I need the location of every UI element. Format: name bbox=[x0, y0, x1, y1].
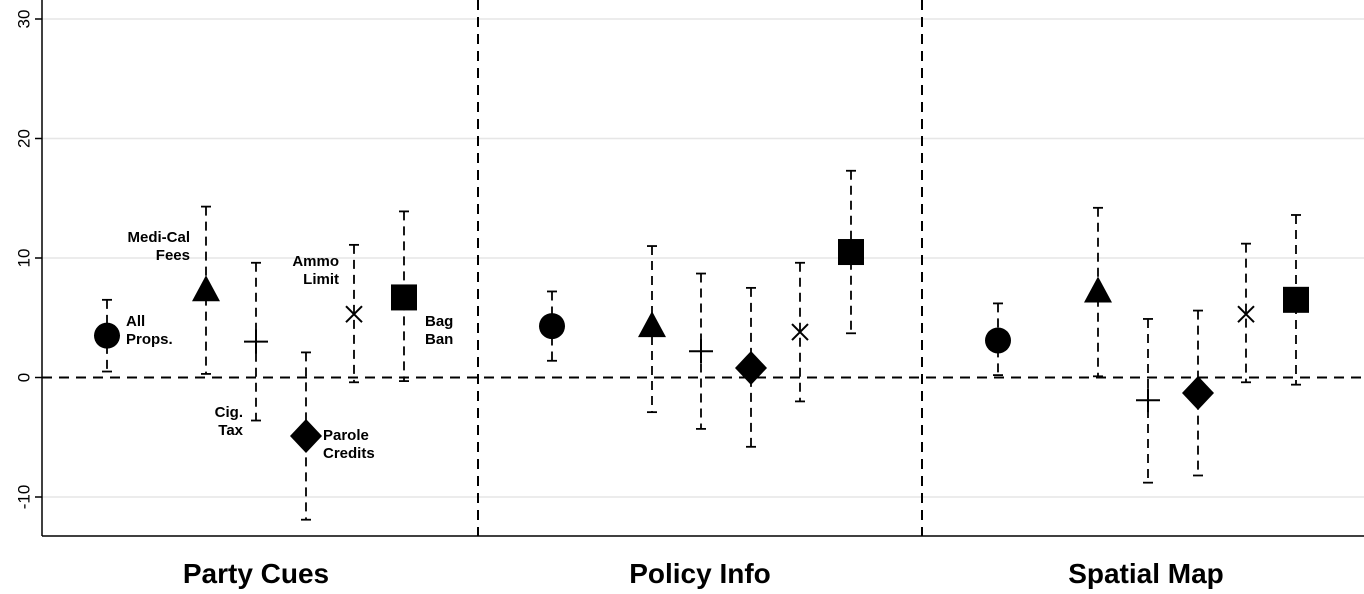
square-marker bbox=[391, 284, 417, 311]
annotation-line: All bbox=[126, 313, 145, 330]
x-stroke bbox=[345, 305, 363, 323]
triangle-marker bbox=[192, 275, 220, 302]
annotation-line: Bag bbox=[425, 313, 453, 330]
y-tick-label: 20 bbox=[15, 129, 34, 148]
y-tick-label: -10 bbox=[15, 485, 34, 510]
triangle-marker bbox=[1084, 276, 1112, 303]
annotation-line: Props. bbox=[126, 331, 173, 348]
annotation-line: Fees bbox=[156, 247, 190, 264]
annotation-line: Ammo bbox=[292, 253, 339, 270]
axes: -10 0 10 20 30 Party Cues Policy Info Spatial M… bbox=[15, 0, 1364, 589]
annotation-label: Parole Credits bbox=[323, 427, 375, 462]
plus-marker bbox=[689, 339, 713, 364]
x-stroke bbox=[1237, 305, 1255, 323]
annotation-line: Credits bbox=[323, 445, 375, 462]
x-marker bbox=[791, 323, 809, 341]
circle-marker bbox=[94, 322, 120, 349]
diamond-marker bbox=[290, 419, 322, 454]
point-estimates bbox=[94, 239, 1309, 454]
annotation-label: Ammo Limit bbox=[292, 253, 339, 288]
circle-marker bbox=[985, 327, 1011, 354]
y-tick-label: 0 bbox=[15, 373, 34, 382]
group-label: Party Cues bbox=[183, 558, 329, 589]
circle-marker bbox=[539, 313, 565, 340]
group-label: Spatial Map bbox=[1068, 558, 1224, 589]
x-stroke bbox=[791, 323, 809, 341]
annotation-label: Bag Ban bbox=[425, 313, 453, 348]
annotation-line: Parole bbox=[323, 427, 369, 444]
annotation-line: Cig. bbox=[215, 404, 243, 421]
annotation-label: All Props. bbox=[126, 313, 173, 348]
x-marker bbox=[1237, 305, 1255, 323]
annotation-label: Medi-Cal Fees bbox=[127, 229, 190, 264]
labels: All Props. Medi-Cal Fees Cig. Tax Parole Credit… bbox=[126, 229, 453, 462]
square-marker bbox=[838, 239, 864, 266]
diamond-marker bbox=[735, 350, 767, 385]
annotation-line: Medi-Cal bbox=[127, 229, 190, 246]
annotation-line: Ban bbox=[425, 331, 453, 348]
group-label: Policy Info bbox=[629, 558, 771, 589]
annotation-line: Tax bbox=[218, 422, 243, 439]
plus-marker bbox=[244, 329, 268, 354]
diamond-marker bbox=[1182, 376, 1214, 411]
annotation-label: Cig. Tax bbox=[215, 404, 244, 439]
x-marker bbox=[345, 305, 363, 323]
square-marker bbox=[1283, 286, 1309, 313]
annotation-line: Limit bbox=[303, 271, 339, 288]
gridlines bbox=[42, 18, 1364, 498]
triangle-marker bbox=[638, 311, 666, 338]
y-tick-label: 10 bbox=[15, 249, 34, 268]
plus-marker bbox=[1136, 388, 1160, 413]
y-tick-label: 30 bbox=[15, 10, 34, 29]
